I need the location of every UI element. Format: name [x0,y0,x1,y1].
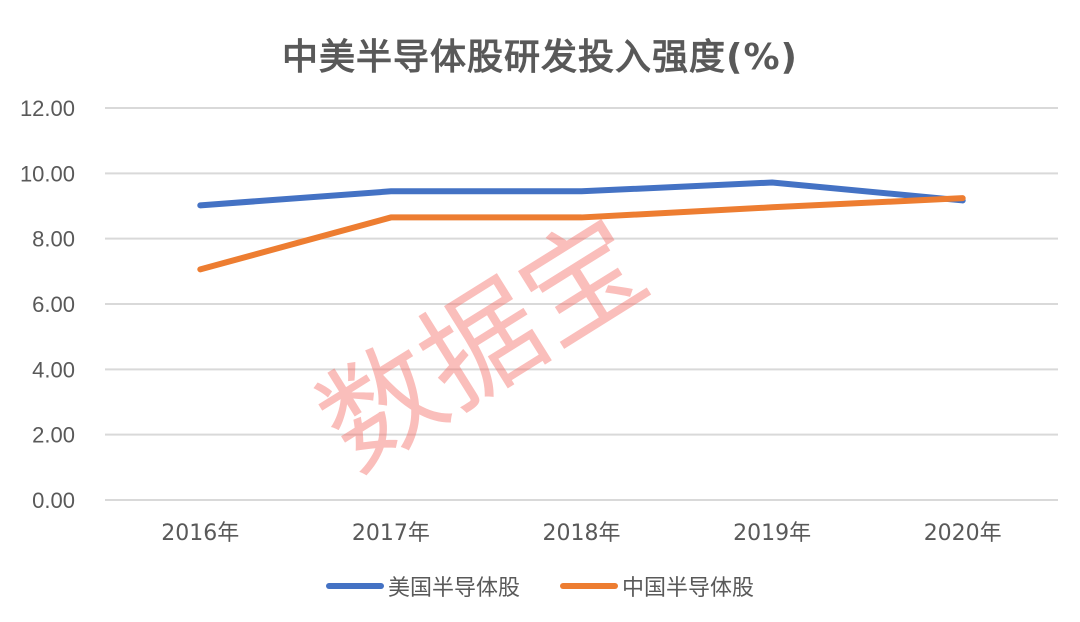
legend-label-us: 美国半导体股 [387,576,520,601]
legend-swatch-us [325,583,384,589]
y-tick-label: 12.00 [20,96,75,121]
y-tick-label: 4.00 [32,357,75,382]
legend-swatch-cn [560,583,618,589]
x-tick-label: 2016年 [161,521,239,546]
legend-item-cn: 中国半导体股 [560,570,754,602]
y-tick-label: 6.00 [32,292,75,317]
y-tick-label: 8.00 [32,227,75,252]
legend-item-us: 美国半导体股 [325,570,520,602]
series-line-0 [197,179,966,209]
x-tick-label: 2017年 [352,521,430,546]
x-tick-label: 2019年 [733,521,811,546]
y-tick-label: 10.00 [20,161,75,186]
legend: 美国半导体股 中国半导体股 [0,570,1080,602]
series-line-1 [197,195,966,273]
y-tick-label: 2.00 [32,423,75,448]
y-tick-label: 0.00 [32,488,75,513]
legend-label-cn: 中国半导体股 [622,576,755,601]
x-tick-label: 2018年 [543,521,621,546]
chart-title: 中美半导体股研发投入强度(%) [282,37,798,78]
x-tick-label: 2020年 [924,521,1002,546]
